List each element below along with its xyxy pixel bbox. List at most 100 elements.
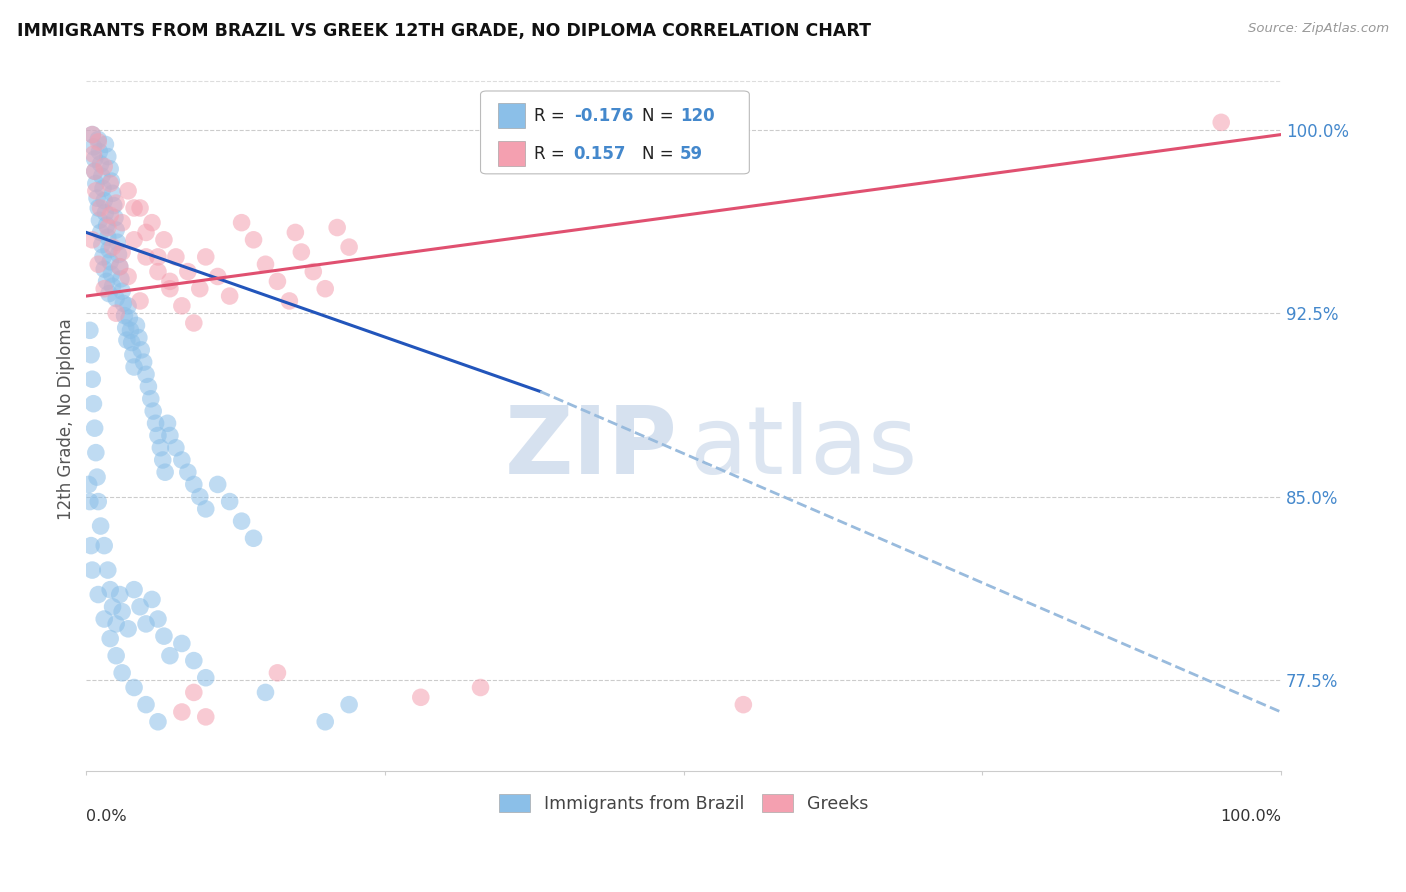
Point xyxy=(153,233,176,247)
Point xyxy=(93,282,115,296)
Point xyxy=(114,321,136,335)
Point xyxy=(105,292,128,306)
Point xyxy=(146,250,169,264)
Point xyxy=(93,612,115,626)
Point xyxy=(135,698,157,712)
Point xyxy=(84,184,107,198)
Point xyxy=(94,137,117,152)
Point xyxy=(111,284,134,298)
Point xyxy=(218,289,240,303)
Point xyxy=(96,218,118,232)
Point xyxy=(145,417,167,431)
Point xyxy=(135,368,157,382)
Point xyxy=(142,404,165,418)
Point xyxy=(326,220,349,235)
Point xyxy=(170,299,193,313)
Text: -0.176: -0.176 xyxy=(574,107,633,125)
Point xyxy=(82,128,104,142)
Point xyxy=(101,599,124,614)
Point xyxy=(97,563,120,577)
Point xyxy=(97,220,120,235)
Point xyxy=(105,648,128,663)
Point xyxy=(183,316,205,330)
Point xyxy=(135,250,157,264)
Point xyxy=(89,213,111,227)
Point xyxy=(284,226,307,240)
Point xyxy=(83,421,105,435)
Point xyxy=(87,135,110,149)
Point xyxy=(82,147,104,161)
Point xyxy=(122,233,145,247)
Point xyxy=(290,245,312,260)
FancyBboxPatch shape xyxy=(481,91,749,174)
Point xyxy=(254,257,277,271)
Point xyxy=(87,257,110,271)
Point xyxy=(98,208,121,222)
Point xyxy=(153,465,176,479)
Point xyxy=(153,629,176,643)
Point xyxy=(90,226,112,240)
Point xyxy=(177,465,200,479)
Text: N =: N = xyxy=(641,107,679,125)
Point xyxy=(231,216,253,230)
Point xyxy=(129,293,152,308)
Point xyxy=(733,698,755,712)
Point xyxy=(207,269,229,284)
Point xyxy=(98,632,121,646)
Point xyxy=(98,255,121,269)
Point xyxy=(194,671,217,685)
Point xyxy=(117,622,139,636)
Text: Source: ZipAtlas.com: Source: ZipAtlas.com xyxy=(1249,22,1389,36)
Point xyxy=(82,372,104,386)
Point xyxy=(194,710,217,724)
Point xyxy=(183,477,205,491)
Point xyxy=(135,616,157,631)
Point xyxy=(231,514,253,528)
Point xyxy=(314,714,336,729)
Point xyxy=(86,470,108,484)
Point xyxy=(90,201,112,215)
Point xyxy=(337,698,360,712)
Point xyxy=(114,309,136,323)
Point xyxy=(242,233,264,247)
Point xyxy=(111,216,134,230)
Point xyxy=(337,240,360,254)
Point xyxy=(98,177,121,191)
Point xyxy=(135,226,157,240)
Point xyxy=(111,605,134,619)
Point xyxy=(97,150,120,164)
Point xyxy=(115,333,138,347)
Point xyxy=(98,161,121,176)
Text: R =: R = xyxy=(534,145,571,162)
Point xyxy=(82,397,104,411)
Point xyxy=(105,223,128,237)
Point xyxy=(218,494,240,508)
Point xyxy=(87,494,110,508)
Point xyxy=(146,428,169,442)
Point xyxy=(129,599,152,614)
Point xyxy=(84,445,107,459)
Point xyxy=(96,274,118,288)
Point xyxy=(105,196,128,211)
Point xyxy=(120,323,142,337)
Point xyxy=(159,648,181,663)
Point xyxy=(266,665,288,680)
Point xyxy=(159,282,181,296)
Point xyxy=(242,531,264,545)
Point xyxy=(128,331,150,345)
Point xyxy=(90,169,112,184)
Text: N =: N = xyxy=(641,145,679,162)
Point xyxy=(84,177,107,191)
Point xyxy=(125,318,148,333)
Point xyxy=(93,262,115,277)
Point xyxy=(194,502,217,516)
Point xyxy=(77,477,100,491)
Point xyxy=(1211,115,1233,129)
Point xyxy=(122,201,145,215)
Text: atlas: atlas xyxy=(689,401,918,493)
Point xyxy=(194,250,217,264)
Point xyxy=(82,233,104,247)
Point xyxy=(138,379,160,393)
Point xyxy=(470,681,492,695)
Point xyxy=(129,343,152,357)
